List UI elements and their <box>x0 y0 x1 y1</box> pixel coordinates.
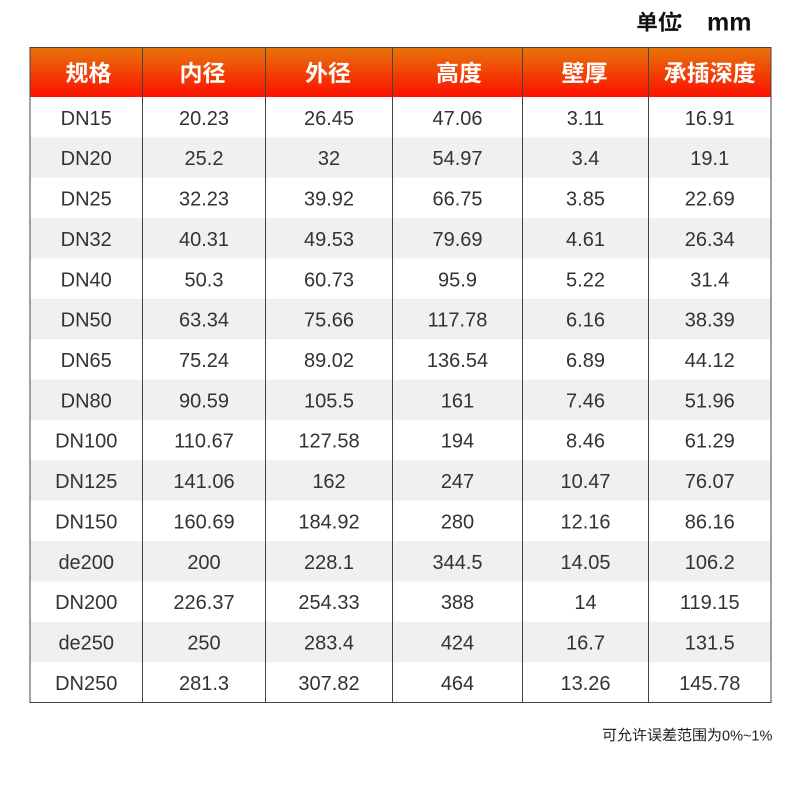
svg-text:DN25: DN25 <box>61 189 112 211</box>
svg-text:119.15: 119.15 <box>680 592 740 614</box>
svg-text:32.23: 32.23 <box>179 189 229 211</box>
svg-text:105.5: 105.5 <box>304 390 354 412</box>
svg-text:de200: de200 <box>58 552 114 574</box>
svg-text:200: 200 <box>187 552 220 574</box>
svg-text:47.06: 47.06 <box>432 108 482 130</box>
svg-text:DN100: DN100 <box>55 431 117 453</box>
svg-text:22.69: 22.69 <box>685 189 735 211</box>
svg-text:127.58: 127.58 <box>298 431 359 453</box>
svg-text:3.85: 3.85 <box>566 189 605 211</box>
svg-text:DN150: DN150 <box>55 511 117 533</box>
svg-text:160.69: 160.69 <box>173 511 234 533</box>
svg-text:464: 464 <box>441 673 474 695</box>
svg-text:26.34: 26.34 <box>685 229 735 251</box>
svg-text:424: 424 <box>441 633 474 655</box>
svg-text:79.69: 79.69 <box>432 229 482 251</box>
svg-text:50.3: 50.3 <box>185 269 224 291</box>
svg-text:60.73: 60.73 <box>304 269 354 291</box>
svg-text:106.2: 106.2 <box>685 552 735 574</box>
svg-text:6.16: 6.16 <box>566 310 605 332</box>
svg-text:162: 162 <box>312 471 345 493</box>
svg-text:7.46: 7.46 <box>566 390 605 412</box>
svg-text:26.45: 26.45 <box>304 108 354 130</box>
svg-text:75.24: 75.24 <box>179 350 229 372</box>
svg-text:6.89: 6.89 <box>566 350 605 372</box>
svg-text:DN50: DN50 <box>61 310 112 332</box>
svg-text:13.26: 13.26 <box>560 673 610 695</box>
svg-text:110.67: 110.67 <box>174 431 234 453</box>
svg-text:mm: mm <box>707 9 751 37</box>
svg-text:DN20: DN20 <box>61 148 112 170</box>
svg-text:0%~1%: 0%~1% <box>722 728 772 744</box>
svg-text:194: 194 <box>441 431 474 453</box>
svg-text:307.82: 307.82 <box>298 673 359 695</box>
svg-text:76.07: 76.07 <box>685 471 735 493</box>
svg-text:39.92: 39.92 <box>304 189 354 211</box>
svg-text:136.54: 136.54 <box>427 350 488 372</box>
svg-text:63.34: 63.34 <box>179 310 229 332</box>
svg-text:32: 32 <box>318 148 340 170</box>
svg-text:5.22: 5.22 <box>566 269 605 291</box>
svg-text:90.59: 90.59 <box>179 390 229 412</box>
svg-text:141.06: 141.06 <box>173 471 234 493</box>
svg-text:54.97: 54.97 <box>432 148 482 170</box>
svg-text:DN65: DN65 <box>61 350 112 372</box>
svg-text:250: 250 <box>187 633 220 655</box>
svg-text:3.11: 3.11 <box>567 108 604 130</box>
svg-text:228.1: 228.1 <box>304 552 354 574</box>
svg-text:8.46: 8.46 <box>566 431 605 453</box>
svg-text:247: 247 <box>441 471 474 493</box>
svg-text:25.2: 25.2 <box>185 148 224 170</box>
svg-text:DN200: DN200 <box>55 592 117 614</box>
svg-text:DN250: DN250 <box>55 673 117 695</box>
svg-text:66.75: 66.75 <box>432 189 482 211</box>
svg-text:31.4: 31.4 <box>690 269 729 291</box>
svg-text:61.29: 61.29 <box>685 431 735 453</box>
svg-text:89.02: 89.02 <box>304 350 354 372</box>
svg-text:16.7: 16.7 <box>566 633 605 655</box>
svg-text:184.92: 184.92 <box>298 511 359 533</box>
svg-text:DN40: DN40 <box>61 269 112 291</box>
svg-text:4.61: 4.61 <box>566 229 605 251</box>
svg-text:38.39: 38.39 <box>685 310 735 332</box>
svg-text:117.78: 117.78 <box>428 310 488 332</box>
svg-text:19.1: 19.1 <box>690 148 729 170</box>
svg-text:DN15: DN15 <box>61 108 112 130</box>
svg-text:75.66: 75.66 <box>304 310 354 332</box>
svg-text:40.31: 40.31 <box>179 229 229 251</box>
svg-text:DN32: DN32 <box>61 229 112 251</box>
svg-text:161: 161 <box>441 390 474 412</box>
svg-text:16.91: 16.91 <box>685 108 735 130</box>
svg-text:51.96: 51.96 <box>685 390 735 412</box>
svg-text:49.53: 49.53 <box>304 229 354 251</box>
svg-text:283.4: 283.4 <box>304 633 354 655</box>
svg-text:DN80: DN80 <box>61 390 112 412</box>
svg-text:344.5: 344.5 <box>432 552 482 574</box>
svg-text:226.37: 226.37 <box>173 592 234 614</box>
svg-text:280: 280 <box>441 511 474 533</box>
svg-text:20.23: 20.23 <box>179 108 229 130</box>
svg-text:3.4: 3.4 <box>572 148 600 170</box>
svg-text:44.12: 44.12 <box>685 350 735 372</box>
svg-text:10.47: 10.47 <box>560 471 610 493</box>
svg-text:131.5: 131.5 <box>685 633 735 655</box>
svg-text:86.16: 86.16 <box>685 511 735 533</box>
svg-text:95.9: 95.9 <box>438 269 477 291</box>
svg-text:12.16: 12.16 <box>560 511 610 533</box>
svg-text:14.05: 14.05 <box>560 552 610 574</box>
svg-text:388: 388 <box>441 592 474 614</box>
svg-text:145.78: 145.78 <box>679 673 740 695</box>
svg-text:DN125: DN125 <box>55 471 117 493</box>
svg-text:de250: de250 <box>58 633 114 655</box>
svg-text:254.33: 254.33 <box>298 592 359 614</box>
svg-text:14: 14 <box>574 592 596 614</box>
svg-text:281.3: 281.3 <box>179 673 229 695</box>
